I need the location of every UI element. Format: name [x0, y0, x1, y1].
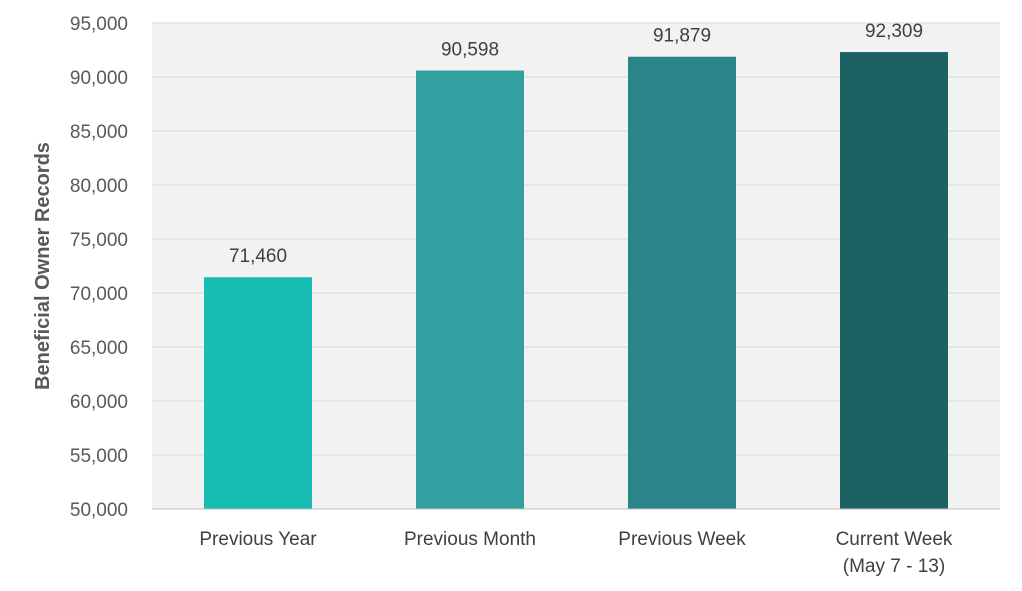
- y-tick-label: 65,000: [70, 338, 128, 359]
- x-category-label: Current Week (May 7 - 13): [836, 529, 953, 577]
- x-category-labels: Previous Year Previous Month Previous Week…: [199, 529, 953, 577]
- y-tick-label: 95,000: [70, 14, 128, 35]
- x-category-label-line: Previous Year: [199, 529, 317, 550]
- data-label: 92,309: [865, 21, 923, 42]
- y-tick-label: 85,000: [70, 122, 128, 143]
- bar: [840, 52, 948, 509]
- y-tick-label: 50,000: [70, 500, 128, 521]
- x-category-label-line: Current Week: [836, 529, 953, 550]
- bar: [416, 70, 524, 510]
- data-label: 90,598: [441, 40, 499, 61]
- bar: [204, 277, 312, 509]
- y-tick-label: 60,000: [70, 392, 128, 413]
- y-tick-label: 55,000: [70, 446, 128, 467]
- y-tick-label: 90,000: [70, 68, 128, 89]
- x-category-label-line: (May 7 - 13): [843, 556, 945, 577]
- x-category-label: Previous Year: [199, 529, 317, 550]
- y-tick-label: 70,000: [70, 284, 128, 305]
- x-category-label: Previous Week: [618, 529, 746, 550]
- y-tick-label: 75,000: [70, 230, 128, 251]
- x-category-label-line: Previous Month: [404, 529, 536, 550]
- data-label: 91,879: [653, 26, 711, 47]
- bars: [204, 52, 948, 510]
- y-axis-title: Beneficial Owner Records: [32, 142, 54, 390]
- y-tick-label: 80,000: [70, 176, 128, 197]
- y-tick-labels: 50,000 55,000 60,000 65,000 70,000 75,000 80,0…: [70, 14, 128, 521]
- data-labels: 71,460 90,598 91,879 92,309: [229, 21, 923, 267]
- x-category-label-line: Previous Week: [618, 529, 746, 550]
- x-category-label: Previous Month: [404, 529, 536, 550]
- bar: [628, 56, 736, 510]
- data-label: 71,460: [229, 246, 287, 267]
